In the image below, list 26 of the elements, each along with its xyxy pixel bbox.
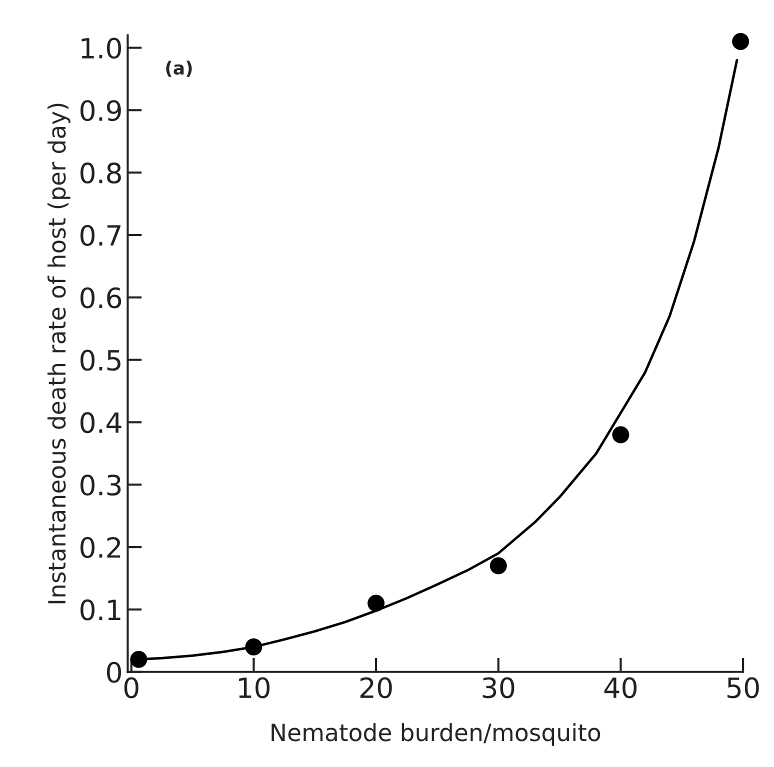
x-tick-label: 0 [124,677,138,698]
point [245,638,262,656]
y-tick-label: 0.7 [80,224,120,246]
y-axis-title: Instantaneous death rate of host (per day) [47,104,70,604]
x-tick-label: 10 [239,677,270,698]
y-tick-label: 0.5 [80,350,120,371]
point [368,594,385,612]
y-tick-label: 1.0 [82,38,122,59]
y-tick-label: 0 [107,662,122,683]
x-axis-title: Nematode burden/mosquito [272,723,600,746]
x-tick-label: 40 [604,677,637,698]
y-tick-label: 0.8 [80,162,121,184]
y-tick-label: 0.4 [80,412,122,434]
y-tick-label: 0.3 [80,474,121,496]
x-tick-label: 50 [728,677,759,698]
x-tick-label: 20 [360,677,392,698]
y-tick-label: 0.9 [80,100,121,122]
x-tick-label: 30 [482,677,514,698]
point [612,426,630,444]
y-tick-label: 0.1 [80,599,120,620]
y-tick-label: 0.6 [80,287,122,308]
point [130,650,148,668]
y-tick-label: 0.2 [80,537,120,558]
annotation: (a) [166,60,192,77]
point [490,557,507,574]
point [732,33,750,50]
